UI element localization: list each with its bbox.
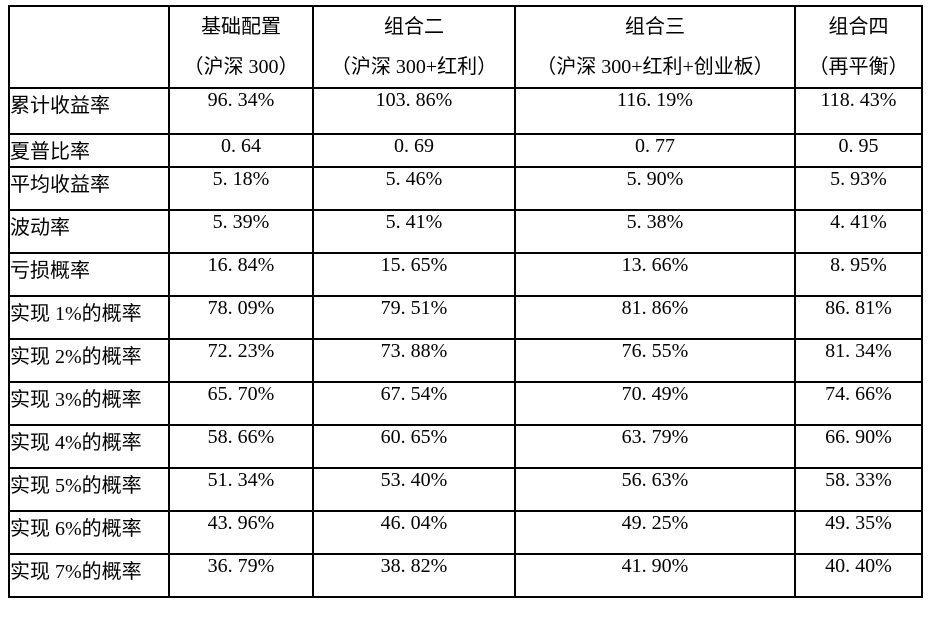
value-cell: 5. 90% — [514, 166, 796, 211]
row-label: 实现 4%的概率 — [8, 424, 170, 469]
value-cell: 58. 33% — [794, 467, 923, 512]
column-header-combo2: 组合二 （沪深 300+红利） — [312, 5, 516, 89]
value-cell: 58. 66% — [168, 424, 314, 469]
value-cell: 65. 70% — [168, 381, 314, 426]
value-cell: 38. 82% — [312, 553, 516, 598]
value-cell: 15. 65% — [312, 252, 516, 297]
value-cell: 5. 93% — [794, 166, 923, 211]
value-cell: 70. 49% — [514, 381, 796, 426]
header-row: 基础配置 （沪深 300） 组合二 （沪深 300+红利） 组合三 （沪深 30… — [8, 5, 923, 89]
value-cell: 5. 38% — [514, 209, 796, 254]
row-label: 累计收益率 — [8, 87, 170, 135]
row-label: 实现 3%的概率 — [8, 381, 170, 426]
value-cell: 5. 46% — [312, 166, 516, 211]
value-cell: 73. 88% — [312, 338, 516, 383]
value-cell: 0. 77 — [514, 133, 796, 168]
value-cell: 49. 35% — [794, 510, 923, 555]
column-title: 基础配置 — [201, 16, 281, 38]
value-cell: 60. 65% — [312, 424, 516, 469]
value-cell: 74. 66% — [794, 381, 923, 426]
column-header-base: 基础配置 （沪深 300） — [168, 5, 314, 89]
corner-cell — [8, 5, 170, 89]
value-cell: 8. 95% — [794, 252, 923, 297]
value-cell: 40. 40% — [794, 553, 923, 598]
value-cell: 53. 40% — [312, 467, 516, 512]
row-label: 平均收益率 — [8, 166, 170, 211]
table-row: 实现 5%的概率 51. 34% 53. 40% 56. 63% 58. 33% — [8, 467, 923, 512]
value-cell: 5. 41% — [312, 209, 516, 254]
value-cell: 36. 79% — [168, 553, 314, 598]
row-label: 波动率 — [8, 209, 170, 254]
value-cell: 86. 81% — [794, 295, 923, 340]
value-cell: 103. 86% — [312, 87, 516, 135]
row-label: 实现 1%的概率 — [8, 295, 170, 340]
value-cell: 63. 79% — [514, 424, 796, 469]
value-cell: 72. 23% — [168, 338, 314, 383]
value-cell: 16. 84% — [168, 252, 314, 297]
table-row: 波动率 5. 39% 5. 41% 5. 38% 4. 41% — [8, 209, 923, 254]
table-row: 实现 4%的概率 58. 66% 60. 65% 63. 79% 66. 90% — [8, 424, 923, 469]
value-cell: 81. 34% — [794, 338, 923, 383]
value-cell: 0. 69 — [312, 133, 516, 168]
column-title: 组合三 — [625, 16, 685, 38]
value-cell: 96. 34% — [168, 87, 314, 135]
value-cell: 41. 90% — [514, 553, 796, 598]
value-cell: 118. 43% — [794, 87, 923, 135]
value-cell: 81. 86% — [514, 295, 796, 340]
value-cell: 13. 66% — [514, 252, 796, 297]
value-cell: 5. 39% — [168, 209, 314, 254]
value-cell: 46. 04% — [312, 510, 516, 555]
value-cell: 0. 64 — [168, 133, 314, 168]
row-label: 实现 7%的概率 — [8, 553, 170, 598]
value-cell: 76. 55% — [514, 338, 796, 383]
table-row: 实现 1%的概率 78. 09% 79. 51% 81. 86% 86. 81% — [8, 295, 923, 340]
table-row: 亏损概率 16. 84% 15. 65% 13. 66% 8. 95% — [8, 252, 923, 297]
value-cell: 56. 63% — [514, 467, 796, 512]
table-row: 实现 3%的概率 65. 70% 67. 54% 70. 49% 74. 66% — [8, 381, 923, 426]
column-header-combo4: 组合四 （再平衡） — [794, 5, 923, 89]
table-row: 夏普比率 0. 64 0. 69 0. 77 0. 95 — [8, 133, 923, 168]
value-cell: 49. 25% — [514, 510, 796, 555]
value-cell: 116. 19% — [514, 87, 796, 135]
value-cell: 4. 41% — [794, 209, 923, 254]
column-header-combo3: 组合三 （沪深 300+红利+创业板） — [514, 5, 796, 89]
value-cell: 0. 95 — [794, 133, 923, 168]
table-row: 平均收益率 5. 18% 5. 46% 5. 90% 5. 93% — [8, 166, 923, 211]
value-cell: 67. 54% — [312, 381, 516, 426]
row-label: 实现 2%的概率 — [8, 338, 170, 383]
column-subtitle: （沪深 300+红利） — [330, 56, 498, 78]
row-label: 夏普比率 — [8, 133, 170, 168]
column-subtitle: （沪深 300） — [183, 56, 299, 78]
table-row: 实现 6%的概率 43. 96% 46. 04% 49. 25% 49. 35% — [8, 510, 923, 555]
column-title: 组合四 — [828, 16, 889, 38]
value-cell: 78. 09% — [168, 295, 314, 340]
row-label: 实现 5%的概率 — [8, 467, 170, 512]
portfolio-stats-table: 基础配置 （沪深 300） 组合二 （沪深 300+红利） 组合三 （沪深 30… — [8, 5, 923, 598]
value-cell: 66. 90% — [794, 424, 923, 469]
value-cell: 79. 51% — [312, 295, 516, 340]
value-cell: 51. 34% — [168, 467, 314, 512]
table-row: 实现 2%的概率 72. 23% 73. 88% 76. 55% 81. 34% — [8, 338, 923, 383]
value-cell: 5. 18% — [168, 166, 314, 211]
column-title: 组合二 — [384, 16, 444, 38]
column-subtitle: （沪深 300+红利+创业板） — [536, 56, 774, 78]
row-label: 实现 6%的概率 — [8, 510, 170, 555]
row-label: 亏损概率 — [8, 252, 170, 297]
column-subtitle: （再平衡） — [808, 56, 909, 78]
table-row: 累计收益率 96. 34% 103. 86% 116. 19% 118. 43% — [8, 87, 923, 135]
table-row: 实现 7%的概率 36. 79% 38. 82% 41. 90% 40. 40% — [8, 553, 923, 598]
value-cell: 43. 96% — [168, 510, 314, 555]
